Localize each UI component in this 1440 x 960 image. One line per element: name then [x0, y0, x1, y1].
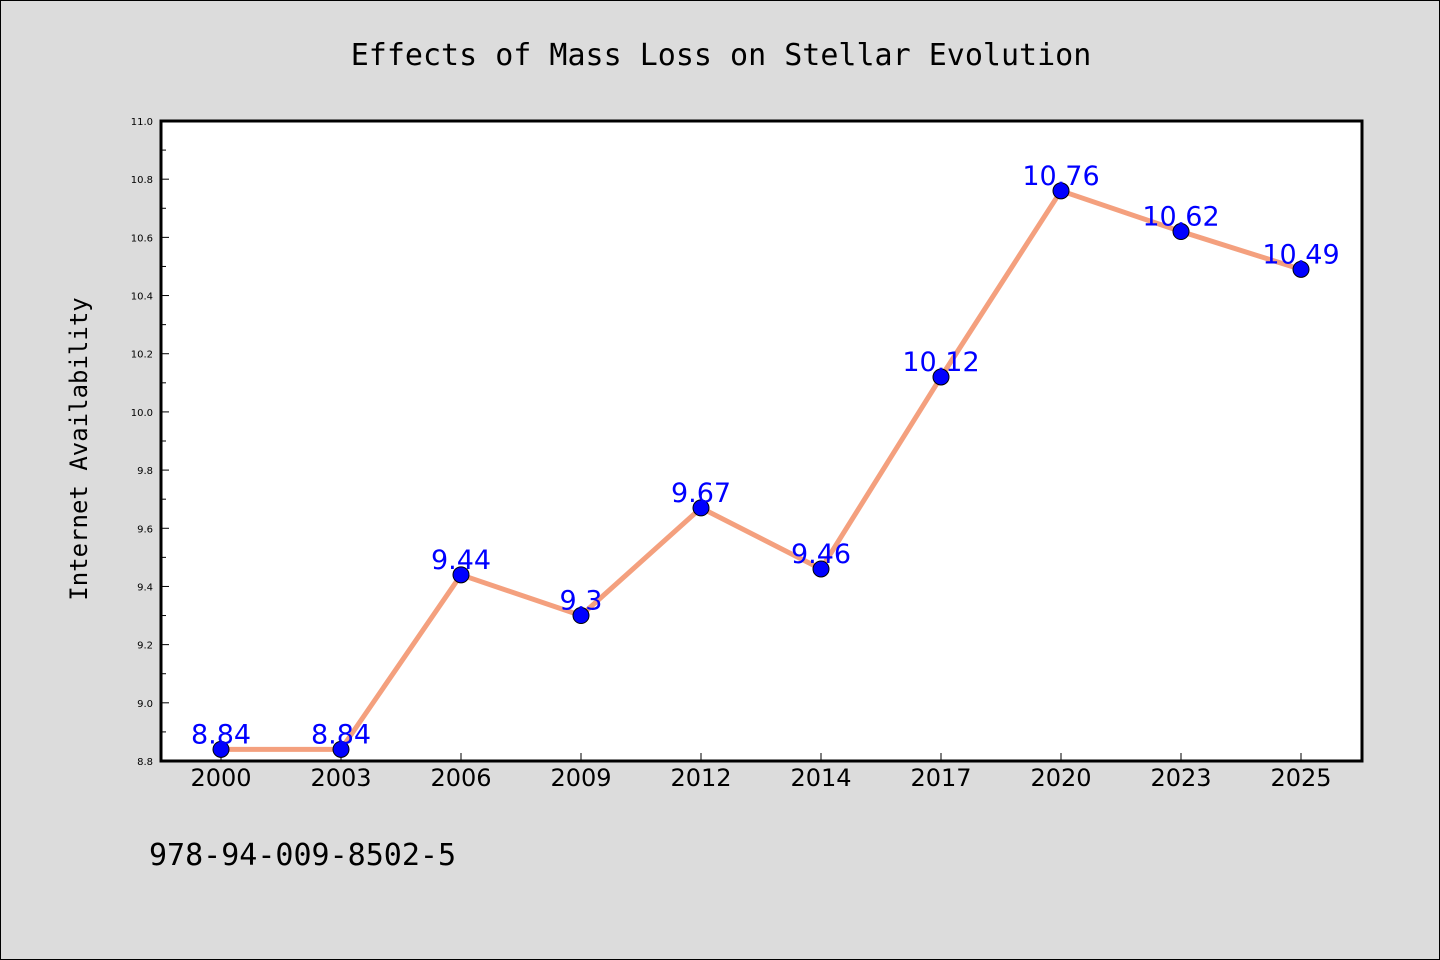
x-tick-label: 2025	[1270, 764, 1331, 792]
y-tick-label: 10.8	[131, 175, 153, 186]
isbn-footer: 978-94-009-8502-5	[149, 838, 456, 873]
data-point	[572, 607, 590, 625]
y-tick-label: 11.0	[131, 117, 153, 128]
data-label: 8.84	[311, 719, 371, 750]
y-tick-label: 9.0	[137, 699, 153, 710]
y-axis-label: Internet Availability	[65, 297, 93, 600]
data-label: 9.44	[431, 545, 491, 576]
data-label: 8.84	[191, 719, 251, 750]
x-tick-label: 2006	[430, 764, 491, 792]
data-label: 10.12	[902, 347, 979, 378]
y-tick-label: 9.2	[137, 641, 153, 652]
x-tick-label: 2014	[790, 764, 851, 792]
data-point	[1172, 223, 1190, 241]
data-point	[332, 740, 350, 758]
y-tick-label: 10.6	[131, 233, 153, 244]
data-point	[932, 368, 950, 386]
x-tick-label: 2017	[910, 764, 971, 792]
data-labels: 8.84 8.84 9.44 9.3 9.67 9.46 10.12 10.76 10.62 10…	[191, 161, 1340, 751]
data-label: 10.62	[1142, 202, 1219, 233]
data-label: 10.76	[1022, 161, 1099, 192]
x-tick-label: 2020	[1030, 764, 1091, 792]
series-line	[218, 188, 1304, 752]
chart-title: Effects of Mass Loss on Stellar Evolutio…	[351, 38, 1092, 73]
y-tick-label: 10.2	[131, 350, 153, 361]
data-point	[1052, 182, 1070, 200]
data-point	[212, 740, 230, 758]
y-tick-label: 8.8	[137, 757, 153, 768]
data-label: 9.3	[560, 586, 603, 617]
data-point	[1292, 260, 1310, 278]
data-label: 9.46	[791, 539, 851, 570]
x-axis: 2000 2003 2006 2009 2012 2014 2017 2020 2023 2025	[190, 753, 1332, 792]
y-tick-label: 9.6	[137, 524, 153, 535]
data-label: 9.67	[671, 478, 731, 509]
plot-frame	[159, 119, 1364, 763]
data-point	[452, 566, 470, 584]
data-point	[812, 560, 830, 578]
data-label: 10.49	[1262, 239, 1339, 270]
x-tick-label: 2012	[670, 764, 731, 792]
y-tick-label: 10.4	[131, 292, 153, 303]
y-tick-label: 10.0	[131, 408, 153, 419]
y-tick-label: 9.8	[137, 466, 153, 477]
data-point	[692, 499, 710, 517]
x-tick-label: 2003	[310, 764, 371, 792]
series-line-group	[212, 182, 1310, 758]
x-tick-label: 2009	[550, 764, 611, 792]
x-tick-label: 2000	[190, 764, 251, 792]
x-tick-label: 2023	[1150, 764, 1211, 792]
y-tick-label: 9.4	[137, 582, 153, 593]
